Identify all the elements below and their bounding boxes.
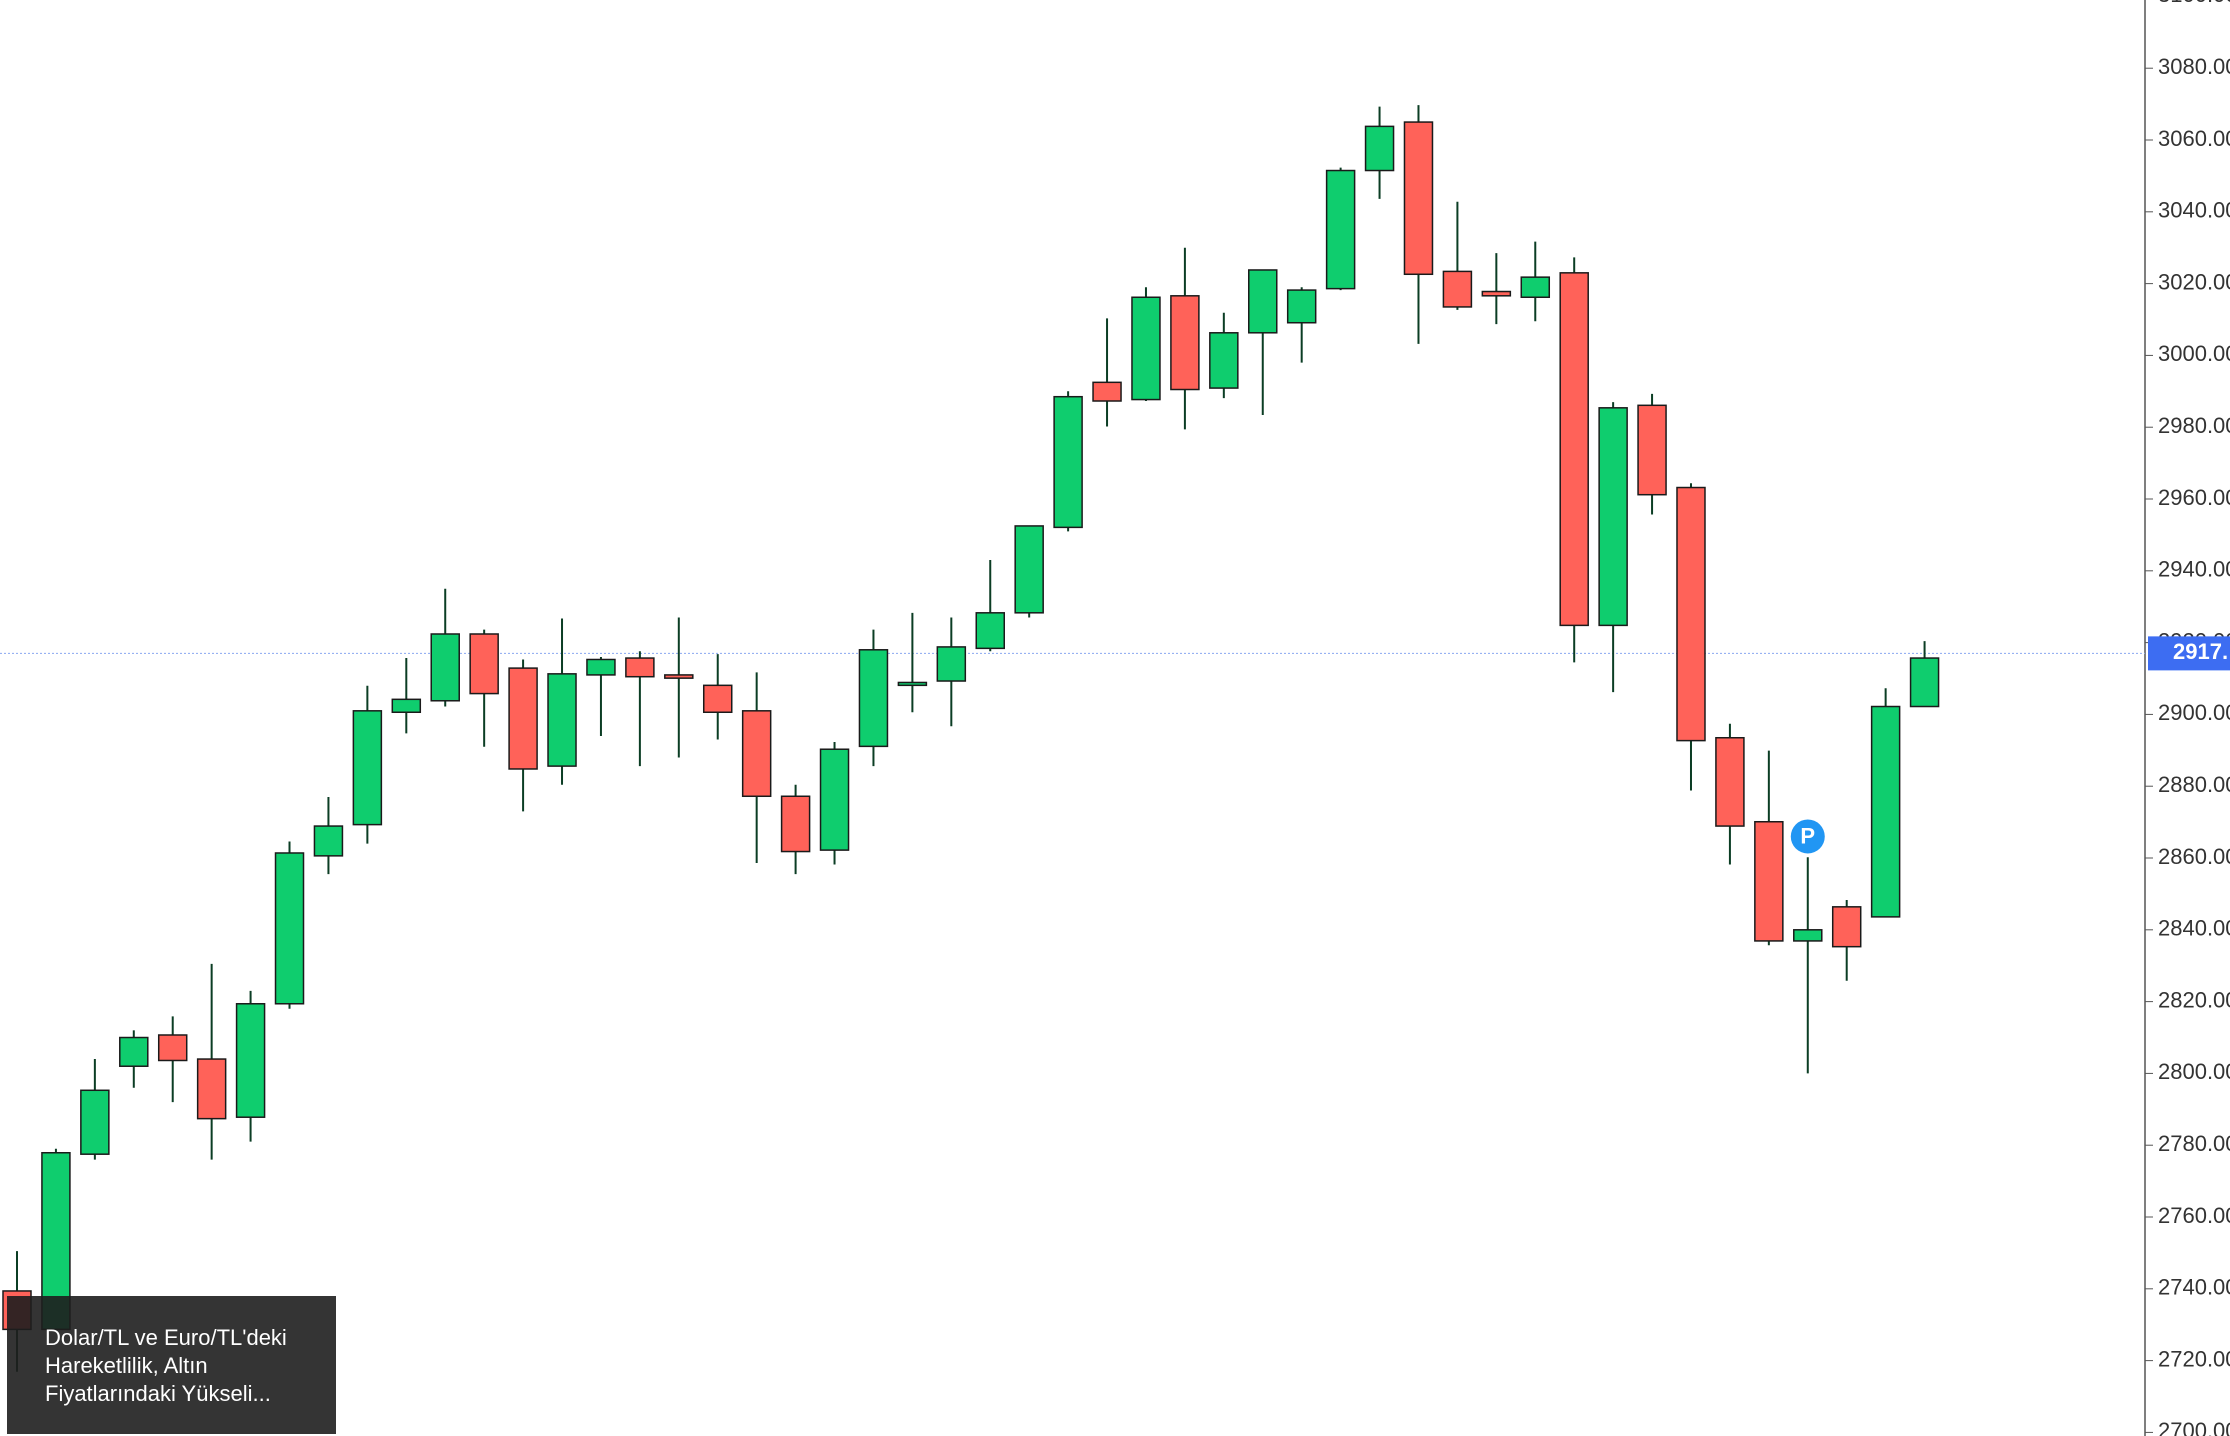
candle-body <box>1286 289 1317 324</box>
candle-body <box>780 795 811 853</box>
candle-body <box>1793 929 1823 942</box>
price-label: 2917. <box>2173 639 2228 664</box>
y-tick-label: 3020.00 <box>2158 269 2230 294</box>
y-tick-label: 2720.00 <box>2158 1346 2230 1371</box>
candle-body <box>1248 269 1278 334</box>
candle-body <box>1909 657 1940 708</box>
candle-body <box>547 673 577 767</box>
candle-body <box>1364 125 1395 172</box>
y-tick-label: 2700.00 <box>2158 1418 2230 1436</box>
y-tick-label: 2760.00 <box>2158 1203 2230 1228</box>
y-tick-label: 3080.00 <box>2158 54 2230 79</box>
candle-body <box>157 1034 188 1062</box>
y-tick-label: 2900.00 <box>2158 700 2230 725</box>
price-label-box <box>2148 636 2230 671</box>
y-tick-label: 2980.00 <box>2158 413 2230 438</box>
candle-body <box>1598 407 1628 627</box>
candle-body <box>235 1003 266 1118</box>
candle-body <box>119 1036 149 1067</box>
y-tick-label: 3000.00 <box>2158 341 2230 366</box>
candle-body <box>1053 395 1083 529</box>
candle-body <box>741 710 772 798</box>
candle-body <box>196 1058 227 1120</box>
candle-body <box>1715 736 1745 827</box>
y-tick-label: 3040.00 <box>2158 198 2230 223</box>
candle-body <box>80 1089 110 1155</box>
news-tooltip[interactable]: Dolar/TL ve Euro/TL'deki Hareketlilik, A… <box>7 1296 336 1434</box>
candle-body <box>1442 270 1473 308</box>
y-tick-label: 2860.00 <box>2158 844 2230 869</box>
y-tick-label: 2880.00 <box>2158 772 2230 797</box>
y-tick-label: 3100.00 <box>2158 0 2230 7</box>
candle-body <box>469 633 499 695</box>
candle-body <box>1870 705 1901 918</box>
candle-body <box>508 667 538 770</box>
y-tick-label: 2780.00 <box>2158 1131 2230 1156</box>
candle-body <box>625 657 655 678</box>
candle-body <box>1325 169 1356 290</box>
event-marker-label: P <box>1800 823 1815 848</box>
candle-body <box>936 646 967 682</box>
candle-body <box>1481 290 1512 297</box>
candle-body <box>430 633 460 702</box>
candle-body <box>1676 486 1706 742</box>
candle-body <box>1831 906 1862 948</box>
candle-body <box>702 684 733 714</box>
candle-body <box>313 825 344 857</box>
candle-body <box>858 649 889 748</box>
candle-body <box>1209 332 1239 389</box>
candle-body <box>1092 381 1122 402</box>
candle-body <box>975 612 1005 650</box>
y-tick-label: 2940.00 <box>2158 557 2230 582</box>
y-tick-label: 2800.00 <box>2158 1059 2230 1084</box>
candle-body <box>1131 296 1161 401</box>
candle-body <box>586 658 616 676</box>
candle-body <box>1403 121 1434 276</box>
candle-body <box>274 852 305 1005</box>
candle-body <box>1559 272 1589 627</box>
y-tick-label: 2960.00 <box>2158 485 2230 510</box>
candle-body <box>897 681 928 687</box>
y-tick-label: 3060.00 <box>2158 126 2230 151</box>
y-tick-label: 2740.00 <box>2158 1275 2230 1300</box>
candle-body <box>664 674 694 679</box>
candle-body <box>1170 295 1200 391</box>
y-tick-label: 2820.00 <box>2158 987 2230 1012</box>
event-marker[interactable] <box>1790 819 1825 854</box>
candle-body <box>1637 404 1667 496</box>
candle-body <box>1520 276 1551 299</box>
candle-body <box>352 710 383 826</box>
candle-body <box>819 748 850 851</box>
candle-body <box>1014 525 1044 614</box>
y-tick-label: 2840.00 <box>2158 916 2230 941</box>
candle-body <box>391 698 422 714</box>
candle-body <box>1754 821 1784 942</box>
